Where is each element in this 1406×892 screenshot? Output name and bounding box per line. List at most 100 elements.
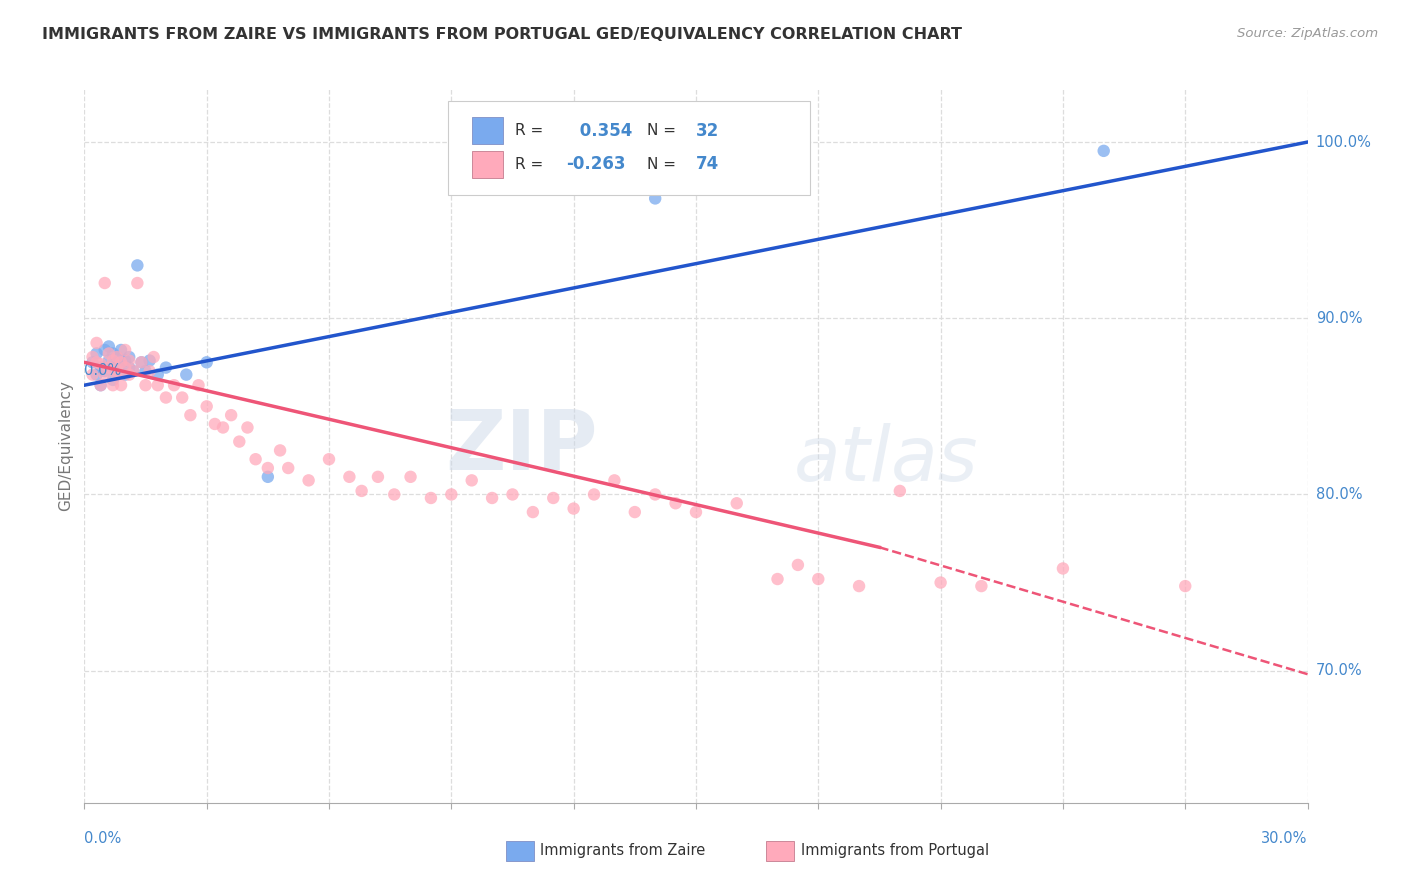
Point — [277, 461, 299, 475]
Text: 74: 74 — [696, 155, 720, 173]
Y-axis label: GED/Equivalency: GED/Equivalency — [58, 381, 73, 511]
Point — [114, 353, 136, 368]
Point — [114, 343, 136, 357]
Point — [257, 461, 280, 475]
Point — [97, 353, 120, 368]
Point — [86, 355, 108, 369]
Point — [848, 579, 870, 593]
Point — [90, 378, 112, 392]
Point — [440, 487, 463, 501]
Text: N =: N = — [647, 123, 681, 138]
Text: ZIP: ZIP — [446, 406, 598, 486]
Point — [461, 474, 484, 488]
Point — [929, 575, 952, 590]
Point — [97, 360, 120, 375]
Point — [172, 391, 194, 405]
Text: 80.0%: 80.0% — [1316, 487, 1362, 502]
Point — [298, 474, 321, 488]
Point — [350, 483, 373, 498]
Text: R =: R = — [515, 123, 548, 138]
Point — [970, 579, 993, 593]
Point — [118, 368, 141, 382]
Point — [787, 558, 810, 572]
Point — [93, 276, 115, 290]
Point — [90, 357, 112, 371]
Point — [110, 355, 132, 369]
Point — [110, 343, 132, 357]
Point — [101, 346, 124, 360]
Point — [644, 191, 666, 205]
Text: 0.0%: 0.0% — [84, 831, 121, 847]
Text: atlas: atlas — [794, 424, 979, 497]
Point — [582, 487, 605, 501]
Point — [155, 360, 177, 375]
Point — [1174, 579, 1197, 593]
Text: Immigrants from Portugal: Immigrants from Portugal — [801, 844, 990, 858]
Text: IMMIGRANTS FROM ZAIRE VS IMMIGRANTS FROM PORTUGAL GED/EQUIVALENCY CORRELATION CH: IMMIGRANTS FROM ZAIRE VS IMMIGRANTS FROM… — [42, 27, 962, 42]
Point — [118, 350, 141, 364]
Point — [110, 378, 132, 392]
Text: 0.354: 0.354 — [574, 121, 633, 139]
Point — [105, 350, 128, 364]
Point — [245, 452, 267, 467]
Text: Source: ZipAtlas.com: Source: ZipAtlas.com — [1237, 27, 1378, 40]
Point — [146, 368, 169, 382]
Point — [86, 346, 108, 360]
Point — [90, 360, 112, 375]
Text: 32: 32 — [696, 121, 720, 139]
Text: 100.0%: 100.0% — [1316, 135, 1372, 150]
Text: 30.0%: 30.0% — [1261, 831, 1308, 847]
Point — [481, 491, 503, 505]
Point — [105, 364, 128, 378]
Point — [420, 491, 443, 505]
Point — [101, 353, 124, 368]
Point — [110, 355, 132, 369]
Point — [86, 368, 108, 382]
Point — [138, 364, 160, 378]
Point — [114, 368, 136, 382]
Point — [399, 470, 422, 484]
Point — [543, 491, 565, 505]
Point — [522, 505, 544, 519]
Point — [135, 378, 157, 392]
Point — [212, 420, 235, 434]
Point — [114, 360, 136, 375]
Point — [1052, 561, 1074, 575]
Point — [766, 572, 789, 586]
Point — [174, 368, 197, 382]
Point — [135, 364, 157, 378]
Point — [138, 353, 160, 368]
Point — [644, 487, 666, 501]
Point — [118, 360, 141, 375]
Text: Immigrants from Zaire: Immigrants from Zaire — [540, 844, 706, 858]
Point — [382, 487, 405, 501]
Point — [685, 505, 707, 519]
Point — [228, 434, 250, 449]
Point — [725, 496, 748, 510]
Point — [127, 259, 149, 273]
Point — [93, 368, 115, 382]
Text: N =: N = — [647, 157, 681, 171]
Point — [889, 483, 911, 498]
Point — [163, 378, 186, 392]
Point — [257, 470, 280, 484]
Point — [624, 505, 647, 519]
Point — [195, 355, 218, 369]
Point — [367, 470, 389, 484]
Point — [127, 276, 149, 290]
Point — [122, 364, 145, 378]
Point — [82, 368, 104, 382]
Point — [97, 346, 120, 360]
Point — [105, 350, 128, 364]
Text: 90.0%: 90.0% — [1316, 310, 1362, 326]
Point — [101, 378, 124, 392]
Point — [195, 400, 218, 414]
Point — [93, 364, 115, 378]
Point — [318, 452, 340, 467]
Point — [105, 368, 128, 382]
Point — [501, 487, 523, 501]
Point — [236, 420, 259, 434]
Point — [131, 355, 153, 369]
Point — [93, 343, 115, 357]
Point — [101, 360, 124, 375]
